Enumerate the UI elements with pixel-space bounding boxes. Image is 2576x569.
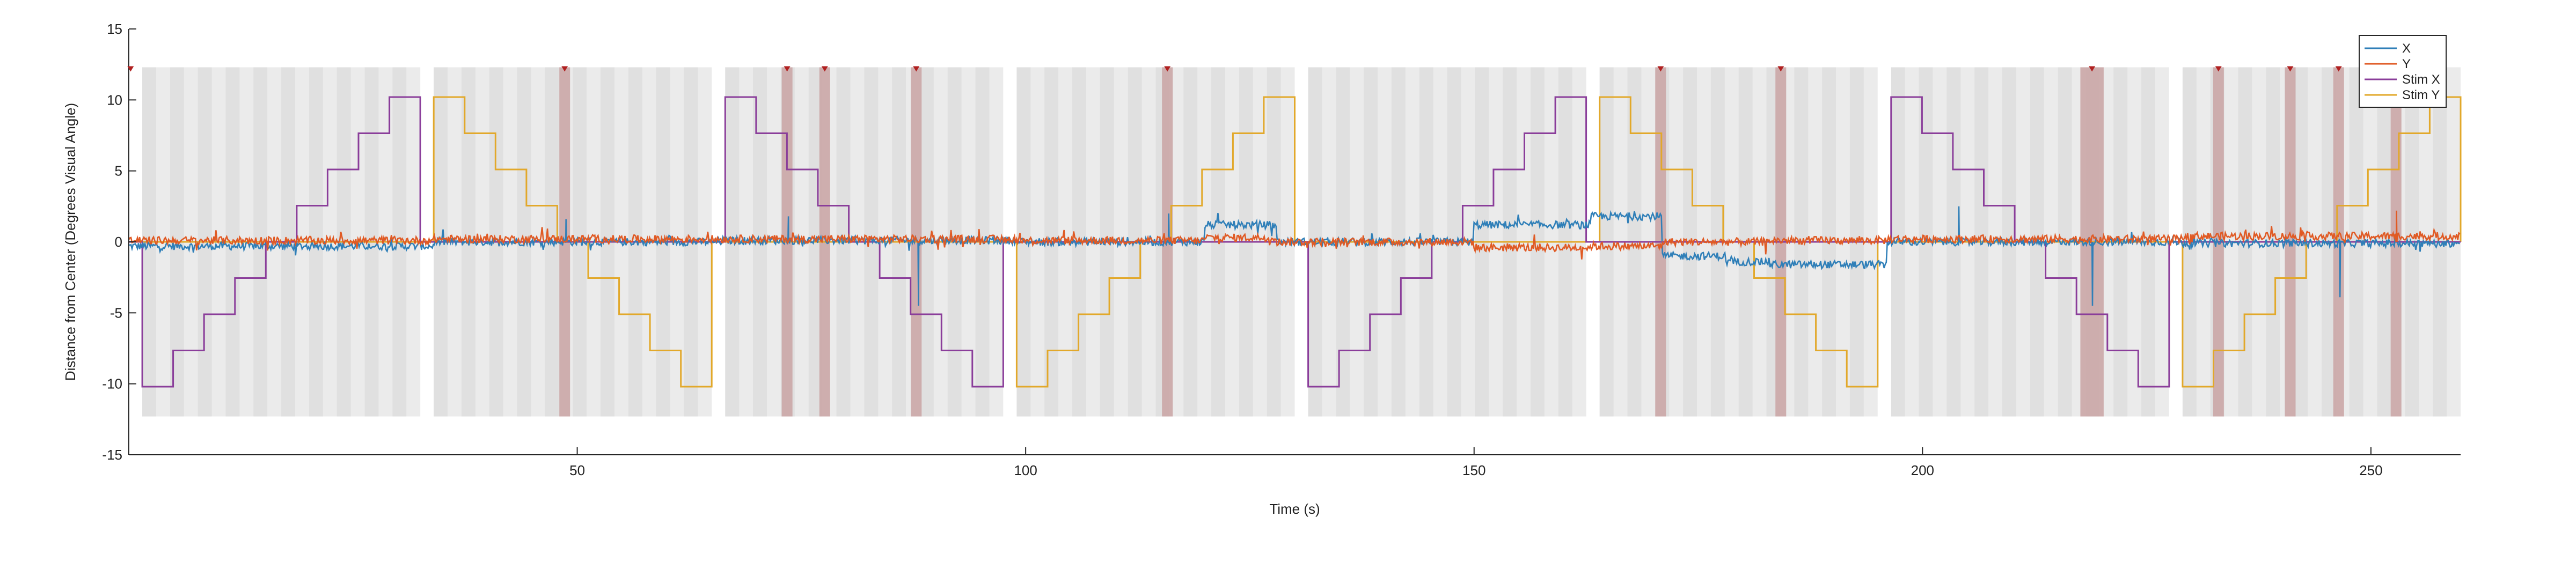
x-tick-label: 100 xyxy=(1014,462,1037,478)
event-marker xyxy=(784,66,791,72)
legend-label-y: Y xyxy=(2402,57,2411,71)
x-tick-label: 150 xyxy=(1462,462,1485,478)
x-axis-label: Time (s) xyxy=(1269,501,1320,517)
event-markers xyxy=(127,66,2399,72)
event-marker xyxy=(1657,66,1664,72)
event-marker xyxy=(913,66,920,72)
legend-label-stim-x: Stim X xyxy=(2402,72,2440,87)
event-marker xyxy=(821,66,828,72)
legend-label-stim-y: Stim Y xyxy=(2402,88,2440,102)
event-marker xyxy=(561,66,568,72)
x-tick-label: 250 xyxy=(2359,462,2382,478)
event-bands xyxy=(559,67,2402,417)
event-marker xyxy=(2335,66,2342,72)
tick-labels: -15 -10 -5 0 5 10 15 50 100 150 200 250 xyxy=(102,21,2382,478)
event-marker xyxy=(2215,66,2222,72)
y-tick-label: -15 xyxy=(102,447,122,463)
y-tick-label: 5 xyxy=(115,163,122,179)
y-tick-label: -5 xyxy=(110,305,122,321)
event-marker xyxy=(127,66,134,72)
y-tick-label: 0 xyxy=(115,234,122,250)
legend-label-x: X xyxy=(2402,41,2411,56)
x-tick-label: 200 xyxy=(1911,462,1934,478)
event-marker xyxy=(1164,66,1171,72)
event-marker xyxy=(2287,66,2294,72)
y-tick-label: 15 xyxy=(107,21,122,37)
axes xyxy=(128,28,2461,455)
y-axis-label: Distance from Center (Degrees Visual Ang… xyxy=(62,103,78,381)
x-tick-label: 50 xyxy=(569,462,585,478)
event-marker xyxy=(2089,66,2096,72)
series-lines xyxy=(128,96,2462,388)
event-marker xyxy=(1777,66,1784,72)
series-y-line xyxy=(128,210,2461,260)
y-tick-label: -10 xyxy=(102,376,122,392)
series-stim-x-line xyxy=(129,96,2461,388)
y-tick-label: 10 xyxy=(107,92,122,108)
